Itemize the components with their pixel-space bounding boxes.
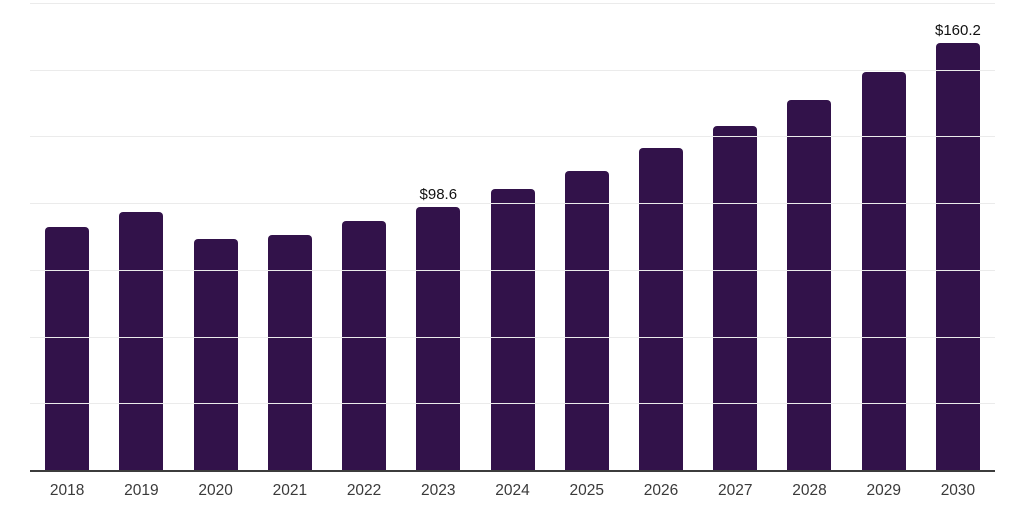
plot-area: $98.6 $160.2 [30, 3, 995, 472]
bar-slot-2019 [104, 3, 178, 470]
bar-2024 [490, 189, 535, 470]
bar-2023 [416, 206, 461, 470]
bar-2018 [45, 226, 90, 470]
gridline-75 [30, 269, 995, 271]
bar-slot-2026 [624, 3, 698, 470]
bar-value-label-2030: $160.2 [934, 21, 981, 39]
x-tick-label-2029: 2029 [866, 482, 901, 499]
x-tick-label-2028: 2028 [792, 482, 827, 499]
bar-2020 [193, 238, 238, 470]
bar-slot-2029 [847, 3, 921, 470]
x-tick-label-2030: 2030 [940, 482, 976, 499]
gridline-125 [30, 136, 995, 138]
x-tick-label-2027: 2027 [717, 482, 753, 499]
gridline-100 [30, 203, 995, 205]
bar-2022 [342, 220, 387, 470]
x-tick-label-2021: 2021 [272, 482, 308, 499]
bar-value-label-2023: $98.6 [419, 185, 458, 203]
bar-slot-2021 [253, 3, 327, 470]
gridline-25 [30, 403, 995, 405]
bar-slot-2027 [698, 3, 772, 470]
x-tick-label-2025: 2025 [569, 482, 604, 499]
bar-slot-2024 [475, 3, 549, 470]
bar-2030 [935, 42, 980, 470]
bar-slot-2018 [30, 3, 104, 470]
bar-2019 [119, 212, 164, 470]
x-tick-label-2019: 2019 [124, 482, 159, 499]
x-tick-label-2018: 2018 [49, 482, 85, 499]
bar-slot-2022 [327, 3, 401, 470]
bar-2027 [713, 125, 758, 470]
bar-2028 [787, 99, 832, 470]
bar-2026 [638, 148, 683, 470]
bar-2025 [564, 170, 609, 470]
bar-2021 [267, 234, 312, 470]
bar-2029 [861, 72, 906, 470]
bar-slot-2030: $160.2 [921, 3, 995, 470]
x-tick-label-2022: 2022 [346, 482, 382, 499]
x-tick-label-2023: 2023 [421, 482, 456, 499]
gridline-50 [30, 336, 995, 338]
x-tick-label-2024: 2024 [495, 482, 530, 499]
bar-slot-2023: $98.6 [401, 3, 475, 470]
bar-slot-2020 [178, 3, 252, 470]
bar-slot-2028 [772, 3, 846, 470]
x-axis-labels: 2018 2019 2020 2021 2022 2023 2024 2025 2026 2027… [30, 482, 995, 500]
gridline-150 [30, 69, 995, 71]
gridline-175 [30, 3, 995, 4]
bar-slot-2025 [550, 3, 624, 470]
bars-row: $98.6 $160.2 [30, 3, 995, 470]
x-tick-label-2026: 2026 [643, 482, 679, 499]
x-tick-label-2020: 2020 [198, 482, 233, 499]
